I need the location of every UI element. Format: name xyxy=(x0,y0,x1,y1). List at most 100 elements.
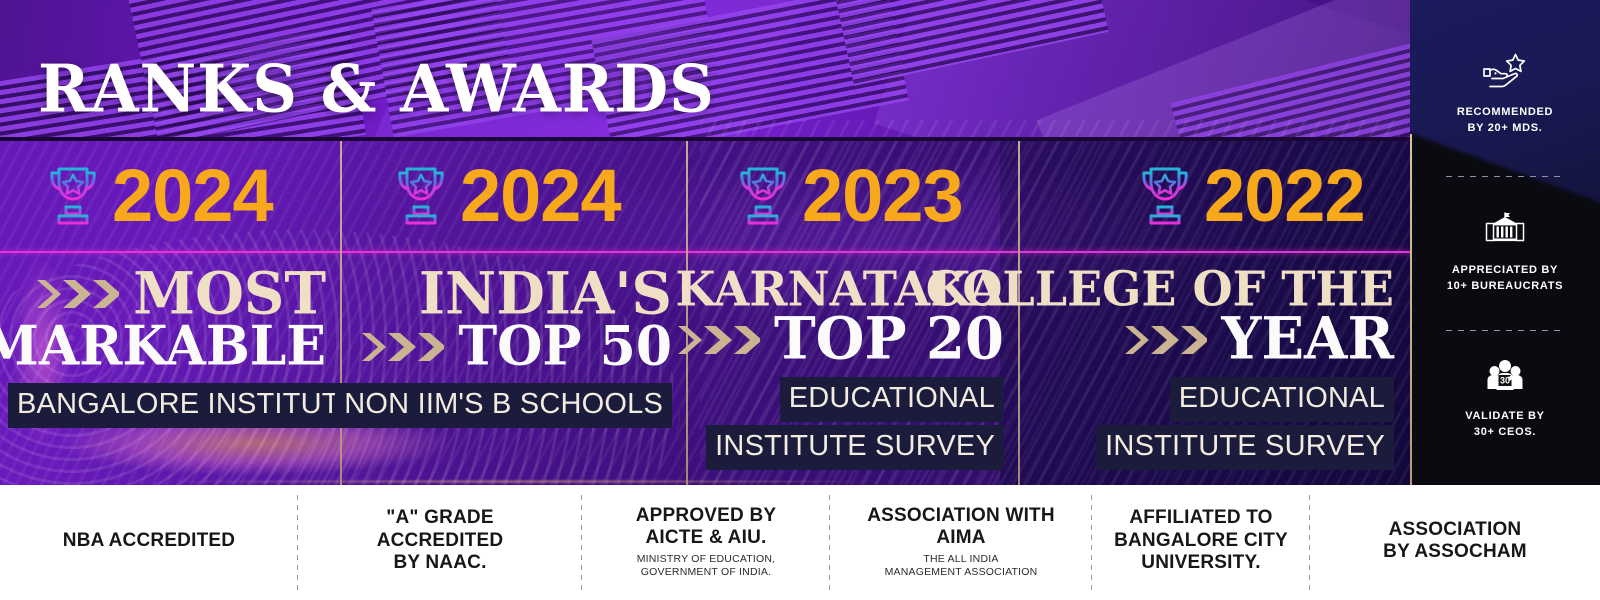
award-body: MOST REMARKABLE BANGALORE INSTITUTES xyxy=(0,253,388,428)
card-rule xyxy=(688,251,1020,253)
award-tag: EDUCATIONAL xyxy=(1169,376,1394,422)
award-card: 2024 MOST xyxy=(0,141,388,485)
award-headline-row: COLLEGE OF THE xyxy=(926,265,1410,313)
accreditation-item: ASSOCIATION BY ASSOCHAM xyxy=(1310,485,1600,600)
award-year-row: 2024 xyxy=(0,141,342,251)
credential-line-1: RECOMMENDED xyxy=(1456,106,1554,118)
government-building-icon xyxy=(1410,206,1600,252)
credential-line-1: VALIDATE BY xyxy=(1465,410,1545,422)
award-year-row: 2023 xyxy=(688,141,1020,251)
chevron-triple-icon xyxy=(1123,320,1208,360)
award-card: 2022 COLLEGE OF THE xyxy=(926,141,1410,485)
credential-line-2: 10+ BUREAUCRATS xyxy=(1446,279,1564,292)
people-group-30-icon: 30 xyxy=(1410,352,1600,398)
accreditation-separator xyxy=(1091,495,1092,590)
header-background xyxy=(0,0,1410,137)
accreditation-separator xyxy=(297,495,298,590)
credential-badge: 30 VALIDATE BY 30+ CEOS. xyxy=(1410,352,1600,441)
award-body: INDIA'S TOP 50 NON IIM'S xyxy=(335,253,688,428)
trophy-icon xyxy=(392,163,450,229)
accreditation-separator xyxy=(829,495,830,590)
accreditation-item: ASSOCIATION WITH AIMA THE ALL INDIA MANAGE… xyxy=(830,485,1092,600)
chevron-triple-icon xyxy=(676,320,760,360)
award-year: 2024 xyxy=(460,154,622,237)
awards-stage: RANKS & AWARDS xyxy=(0,0,1410,485)
header-bottom-edge xyxy=(0,137,1410,141)
accreditation-title: AFFILIATED TO BANGALORE CITY UNIVERSITY. xyxy=(1114,507,1288,574)
credential-badge: APPRECIATED BY 10+ BUREAUCRATS xyxy=(1410,206,1600,295)
sidebar-divider xyxy=(1446,176,1566,177)
credential-line-2: 30+ CEOS. xyxy=(1473,425,1537,438)
award-year: 2024 xyxy=(112,154,274,237)
award-card: 2023 KARNATAKA xyxy=(676,141,1020,485)
card-rule xyxy=(1020,251,1410,253)
accreditation-separator xyxy=(1309,495,1310,590)
chevron-triple-icon xyxy=(360,327,445,367)
svg-text:30: 30 xyxy=(1500,376,1510,386)
award-line-2: TOP 50 xyxy=(458,314,672,379)
card-divider xyxy=(1018,141,1020,485)
sidebar-left-edge-line xyxy=(1410,134,1412,485)
accreditation-title: APPROVED BY AICTE & AIU. xyxy=(635,504,777,549)
award-tag: INSTITUTE SURVEY xyxy=(1096,424,1394,470)
awards-card-row: 2024 MOST xyxy=(0,141,1410,485)
sidebar-diagonal-overlay xyxy=(1410,0,1600,485)
hand-star-icon xyxy=(1410,48,1600,94)
award-year: 2022 xyxy=(1204,154,1366,237)
accreditation-title: "A" GRADE ACCREDITED BY NAAC. xyxy=(376,507,504,574)
award-headline-row-2: YEAR xyxy=(1020,304,1410,374)
credentials-sidebar: RECOMMENDED BY 20+ MDS. xyxy=(1410,0,1600,485)
accreditation-item: AFFILIATED TO BANGALORE CITY UNIVERSITY. xyxy=(1092,485,1310,600)
award-line-2: REMARKABLE xyxy=(0,314,326,379)
trophy-icon xyxy=(44,163,102,229)
award-tag: BANGALORE INSTITUTES xyxy=(8,382,388,428)
award-tag-column: EDUCATIONAL INSTITUTE SURVEY xyxy=(688,376,1020,470)
award-line-1: INDIA'S xyxy=(418,259,672,329)
award-tag: NON IIM'S B SCHOOLS xyxy=(335,382,672,428)
card-divider xyxy=(686,141,688,485)
card-divider xyxy=(340,141,342,485)
accreditation-item: NBA ACCREDITED xyxy=(0,485,298,600)
accreditation-bar: NBA ACCREDITED "A" GRADE ACCREDITED BY NAA… xyxy=(0,485,1600,600)
accreditation-subtitle: MINISTRY OF EDUCATION, GOVERNMENT OF INDI… xyxy=(636,552,776,579)
accreditation-separator xyxy=(581,495,582,590)
award-line-2: YEAR xyxy=(1221,304,1394,374)
credential-badge: RECOMMENDED BY 20+ MDS. xyxy=(1410,48,1600,137)
award-line-1: KARNATAKA xyxy=(675,260,1004,318)
credential-badge-text: RECOMMENDED BY 20+ MDS. xyxy=(1410,105,1600,137)
accreditation-subtitle: THE ALL INDIA MANAGEMENT ASSOCIATION xyxy=(884,552,1038,579)
card-rule xyxy=(342,251,688,253)
card-rule xyxy=(0,251,342,253)
award-headline-row: INDIA'S xyxy=(342,259,688,329)
credential-line-2: BY 20+ MDS. xyxy=(1467,121,1543,134)
award-body: COLLEGE OF THE YEAR EDUCA xyxy=(926,253,1410,470)
accreditation-item: "A" GRADE ACCREDITED BY NAAC. xyxy=(298,485,582,600)
accreditation-title: NBA ACCREDITED xyxy=(62,529,236,551)
award-card: 2024 INDIA'S xyxy=(335,141,688,485)
accreditation-title: ASSOCIATION BY ASSOCHAM xyxy=(1383,518,1527,562)
award-headline-row-2: REMARKABLE xyxy=(0,314,342,379)
award-line-1: MOST xyxy=(133,259,326,329)
award-tag-row: BANGALORE INSTITUTES xyxy=(0,382,388,428)
credential-badge-text: VALIDATE BY 30+ CEOS. xyxy=(1410,409,1600,441)
chevron-triple-icon xyxy=(35,274,120,314)
award-year: 2023 xyxy=(802,154,964,237)
award-year-row: 2024 xyxy=(342,141,688,251)
sidebar-divider xyxy=(1446,330,1566,331)
award-year-row: 2022 xyxy=(1020,141,1410,251)
award-headline-row: MOST xyxy=(0,259,342,329)
award-tag-column: EDUCATIONAL INSTITUTE SURVEY xyxy=(1020,376,1410,470)
award-line-2: TOP 20 xyxy=(774,304,1004,374)
accreditation-title: ASSOCIATION WITH AIMA xyxy=(867,504,1055,549)
award-headline-row: KARNATAKA xyxy=(676,265,1020,313)
award-headline-row-2: TOP 50 xyxy=(342,314,688,379)
credential-badge-text: APPRECIATED BY 10+ BUREAUCRATS xyxy=(1410,263,1600,295)
award-line-1: COLLEGE OF THE xyxy=(925,260,1394,318)
credential-line-1: APPRECIATED BY xyxy=(1451,264,1559,276)
trophy-icon xyxy=(734,163,792,229)
page-title: RANKS & AWARDS xyxy=(38,49,715,128)
trophy-icon xyxy=(1136,163,1194,229)
award-tag: INSTITUTE SURVEY xyxy=(706,424,1004,470)
accreditation-item: APPROVED BY AICTE & AIU. MINISTRY OF EDUC… xyxy=(582,485,830,600)
